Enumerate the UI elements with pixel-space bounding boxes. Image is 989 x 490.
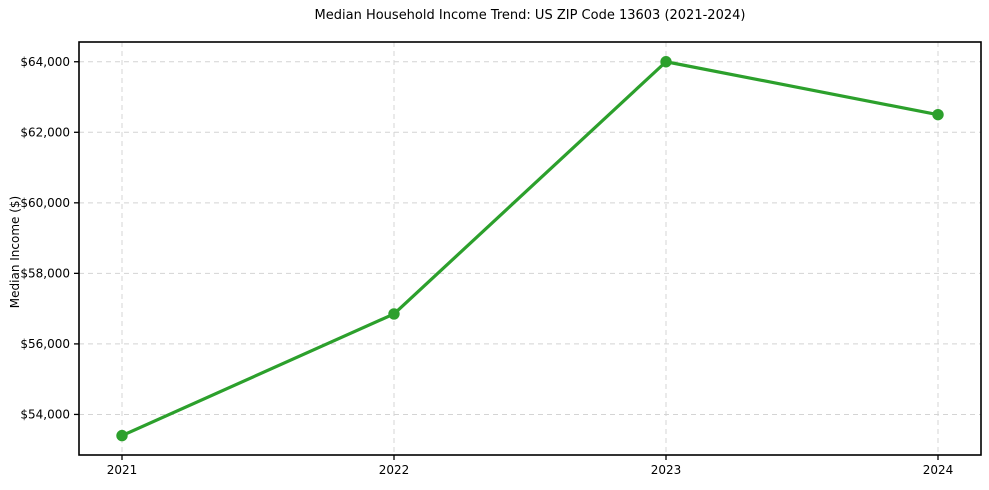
chart-title: Median Household Income Trend: US ZIP Co… <box>314 8 746 23</box>
x-tick-label: 2022 <box>379 463 410 477</box>
data-point-marker <box>388 308 400 320</box>
data-point-marker <box>932 108 944 121</box>
data-point-marker <box>116 429 128 442</box>
y-tick-label: $58,000 <box>20 266 70 280</box>
x-tick-label: 2024 <box>923 463 954 477</box>
y-tick-label: $60,000 <box>20 196 70 210</box>
income-trend-line <box>120 60 940 438</box>
plot-border <box>78 41 982 456</box>
data-point-marker <box>660 56 672 68</box>
x-tick-label: 2021 <box>107 463 138 477</box>
y-tick-label: $62,000 <box>20 125 70 139</box>
y-tick-label: $56,000 <box>20 337 70 351</box>
y-tick-label: $64,000 <box>20 55 70 69</box>
x-tick-label: 2023 <box>651 463 682 477</box>
y-tick-label: $54,000 <box>20 407 70 421</box>
